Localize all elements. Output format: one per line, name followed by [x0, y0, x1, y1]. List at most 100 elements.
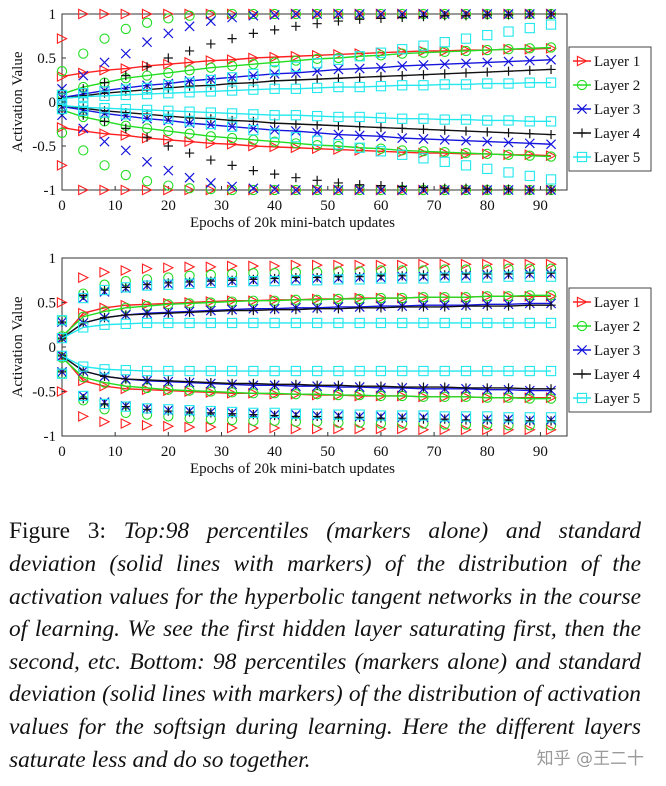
- legend-marker: [577, 128, 587, 138]
- percentile-marker: [312, 8, 323, 20]
- percentile-marker: [354, 8, 365, 20]
- x-tick-label: 0: [58, 198, 66, 214]
- x-tick-label: 20: [161, 444, 176, 460]
- std-marker: [290, 365, 302, 377]
- std-marker: [141, 104, 153, 116]
- percentile-marker: [56, 127, 68, 138]
- percentile-marker: [333, 16, 344, 26]
- std-marker: [226, 54, 238, 66]
- percentile-marker: [397, 149, 408, 160]
- percentile-marker: [99, 78, 110, 88]
- y-tick-label: 0: [49, 95, 57, 111]
- figure-caption: Figure 3: Top:98 percentiles (markers al…: [9, 515, 641, 776]
- std-marker: [333, 389, 344, 401]
- percentile-marker: [141, 263, 153, 275]
- std-marker: [206, 80, 216, 90]
- percentile-marker: [482, 272, 493, 283]
- percentile-marker: [99, 57, 110, 68]
- std-marker: [163, 67, 174, 79]
- percentile-marker: [184, 148, 195, 158]
- std-marker: [333, 304, 344, 314]
- std-marker: [418, 302, 429, 312]
- std-marker: [439, 292, 450, 303]
- std-line: [61, 105, 552, 145]
- std-marker: [397, 71, 407, 81]
- std-marker: [120, 63, 132, 75]
- std-marker: [545, 365, 557, 377]
- std-marker: [546, 129, 556, 140]
- std-marker: [205, 86, 216, 97]
- std-marker: [503, 137, 514, 148]
- x-tick-label: 0: [58, 444, 66, 460]
- percentile-marker: [418, 153, 429, 164]
- percentile-marker: [78, 123, 89, 134]
- std-marker: [141, 317, 153, 329]
- percentile-marker: [248, 407, 259, 419]
- std-marker: [78, 361, 89, 372]
- std-marker: [99, 128, 111, 140]
- y-tick-label: 0: [49, 340, 57, 356]
- percentile-marker: [184, 261, 196, 273]
- std-marker: [269, 68, 280, 79]
- std-marker: [184, 56, 196, 68]
- percentile-marker: [120, 184, 132, 196]
- chart-bottom: 0 10 20 30 40 50 60 70 80 90 1 0.5 0 -0.5 -1 Epochs of …: [10, 251, 652, 477]
- series-layer-5: [56, 271, 557, 423]
- percentile-marker: [418, 410, 429, 421]
- std-marker: [163, 105, 174, 116]
- std-marker: [354, 111, 365, 123]
- percentile-marker: [375, 273, 387, 284]
- percentile-marker: [226, 72, 238, 83]
- std-marker: [376, 71, 386, 82]
- std-marker: [460, 317, 472, 329]
- std-marker: [397, 365, 408, 377]
- percentile-marker: [482, 415, 492, 425]
- percentile-marker: [226, 184, 238, 196]
- percentile-marker: [78, 48, 89, 59]
- std-marker: [440, 69, 450, 79]
- std-marker: [482, 383, 492, 393]
- percentile-marker: [333, 139, 344, 150]
- std-marker: [503, 78, 514, 89]
- percentile-marker: [525, 268, 535, 278]
- percentile-marker: [205, 183, 216, 195]
- std-marker: [355, 122, 365, 132]
- percentile-marker: [375, 259, 387, 271]
- percentile-marker: [312, 19, 322, 29]
- std-marker: [461, 126, 471, 136]
- percentile-marker: [333, 54, 344, 65]
- percentile-marker: [163, 404, 174, 415]
- x-tick-label: 90: [533, 198, 548, 214]
- percentile-marker: [312, 58, 323, 69]
- percentile-marker: [312, 8, 323, 20]
- percentile-marker: [163, 420, 175, 432]
- percentile-marker: [355, 272, 365, 282]
- data-area: [56, 258, 557, 436]
- percentile-marker: [333, 272, 344, 282]
- x-tick-label: 60: [373, 198, 388, 214]
- std-marker: [503, 392, 514, 403]
- percentile-marker: [397, 271, 407, 281]
- percentile-marker: [545, 258, 557, 270]
- percentile-marker: [524, 424, 536, 436]
- percentile-marker: [99, 107, 110, 118]
- percentile-marker: [141, 419, 153, 431]
- x-tick-label: 40: [267, 444, 282, 460]
- std-marker: [227, 378, 237, 389]
- std-marker: [546, 64, 556, 75]
- std-marker: [121, 310, 131, 320]
- percentile-marker: [418, 273, 429, 284]
- std-marker: [482, 67, 492, 77]
- std-marker: [439, 391, 450, 402]
- percentile-marker: [546, 185, 556, 195]
- x-tick-label: 10: [108, 444, 123, 460]
- percentile-marker: [418, 270, 429, 280]
- legend-marker: [576, 151, 588, 163]
- std-marker: [290, 67, 301, 78]
- percentile-marker: [120, 264, 132, 276]
- std-marker: [482, 115, 493, 126]
- legend-label: Layer 1: [594, 54, 640, 70]
- percentile-marker: [120, 48, 131, 59]
- std-marker: [524, 43, 535, 54]
- std-marker: [524, 365, 535, 377]
